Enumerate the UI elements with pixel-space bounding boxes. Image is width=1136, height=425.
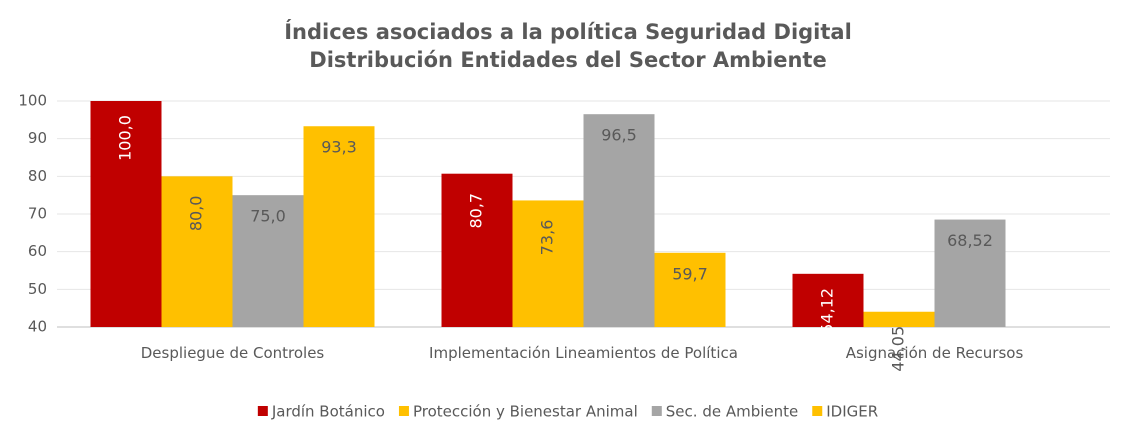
- value-label: 73,6: [538, 220, 557, 256]
- bar: [232, 195, 304, 327]
- value-label: 54,12: [818, 288, 837, 334]
- legend-swatch: [257, 406, 268, 416]
- bar: [583, 114, 655, 327]
- x-tick-label: Implementación Lineamientos de Política: [429, 344, 738, 362]
- legend-label: Jardín Botánico: [271, 403, 385, 421]
- value-label: 93,3: [321, 138, 357, 157]
- legend-swatch: [651, 406, 662, 416]
- bar: [303, 126, 375, 327]
- legend-label: Sec. de Ambiente: [666, 403, 798, 421]
- value-label: 100,0: [116, 115, 135, 161]
- bar: [792, 273, 864, 327]
- legend-label: IDIGER: [826, 403, 878, 421]
- y-tick-label: 50: [28, 280, 47, 298]
- legend-swatch: [812, 406, 823, 416]
- bar: [512, 200, 584, 327]
- y-tick-label: 40: [28, 318, 47, 336]
- value-label: 44,05: [889, 326, 908, 372]
- y-tick-label: 60: [28, 242, 47, 260]
- x-tick-label: Despliegue de Controles: [140, 344, 325, 362]
- value-label: 80,7: [467, 193, 486, 229]
- y-tick-label: 90: [28, 129, 47, 147]
- bar: [90, 101, 162, 327]
- legend-swatch: [398, 406, 409, 416]
- bar: [863, 311, 935, 327]
- chart-subtitle: Distribución Entidades del Sector Ambien…: [309, 48, 826, 72]
- x-tick-label: Asignación de Recursos: [845, 344, 1024, 362]
- legend-label: Protección y Bienestar Animal: [413, 403, 638, 421]
- value-label: 59,7: [672, 264, 708, 283]
- bar: [161, 176, 233, 327]
- chart-title: Índices asociados a la política Segurida…: [284, 19, 852, 44]
- bar: [934, 219, 1006, 327]
- y-tick-label: 70: [28, 205, 47, 223]
- value-label: 96,5: [601, 126, 637, 145]
- value-label: 80,0: [187, 196, 206, 232]
- value-label: 68,52: [947, 231, 993, 250]
- y-tick-label: 100: [18, 92, 47, 110]
- bar: [654, 252, 726, 327]
- y-tick-label: 80: [28, 167, 47, 185]
- bar: [441, 173, 513, 327]
- value-label: 75,0: [250, 207, 286, 226]
